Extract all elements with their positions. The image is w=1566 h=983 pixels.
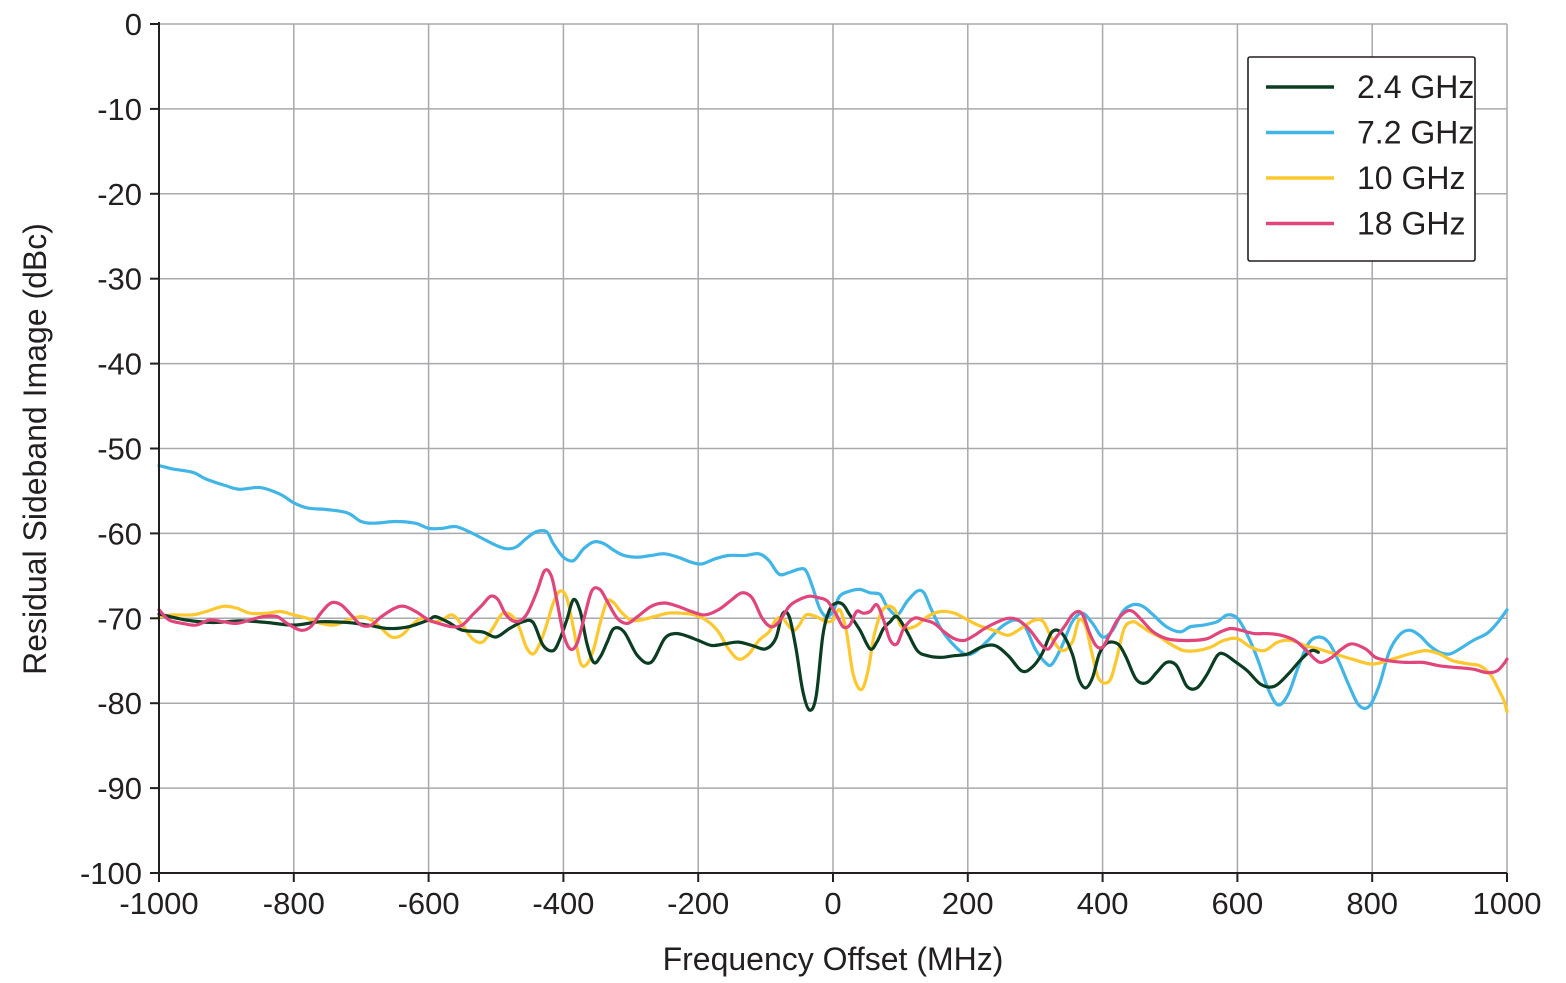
x-axis-title: Frequency Offset (MHz) <box>663 941 1004 977</box>
y-axis-title: Residual Sideband Image (dBc) <box>17 223 53 675</box>
y-tick-label: -10 <box>97 92 142 127</box>
legend-label: 7.2 GHz <box>1357 115 1474 151</box>
y-tick-label: -100 <box>80 856 142 891</box>
series-line-2-4-ghz <box>157 597 1320 712</box>
y-tick-label: -70 <box>97 601 142 636</box>
y-tick-label: -50 <box>97 432 142 467</box>
axes <box>150 22 1508 882</box>
legend-label: 10 GHz <box>1357 160 1465 196</box>
x-tick-label: -200 <box>667 886 729 921</box>
y-tick-label: -90 <box>97 771 142 806</box>
x-tick-label: -800 <box>263 886 325 921</box>
x-tick-label: 800 <box>1346 886 1398 921</box>
legend-box <box>1247 56 1476 262</box>
legend-items: 2.4 GHz 7.2 GHz 10 GHz 18 GHz <box>1266 69 1474 242</box>
legend: 2.4 GHz 7.2 GHz 10 GHz 18 GHz <box>1247 56 1476 262</box>
x-tick-label: 1000 <box>1473 886 1542 921</box>
x-tick-label: -400 <box>532 886 594 921</box>
y-tick-label: 0 <box>125 7 142 42</box>
y-tick-label: -80 <box>97 686 142 721</box>
y-tick-label: -20 <box>97 177 142 212</box>
tick-labels: -1000 -800 -600 -400 -200 0 200 400 600 800 1000 0 -… <box>80 7 1542 921</box>
legend-label: 18 GHz <box>1357 206 1465 242</box>
y-tick-label: -30 <box>97 262 142 297</box>
series-line-18-ghz <box>157 568 1509 675</box>
x-tick-label: 400 <box>1077 886 1129 921</box>
y-tick-label: -40 <box>97 347 142 382</box>
y-tick-label: -60 <box>97 516 142 551</box>
x-tick-label: 0 <box>824 886 841 921</box>
x-tick-label: 600 <box>1212 886 1264 921</box>
legend-label: 2.4 GHz <box>1357 69 1474 105</box>
plot-area <box>157 463 1509 714</box>
x-tick-label: -1000 <box>119 886 198 921</box>
x-tick-label: -600 <box>398 886 460 921</box>
x-tick-label: 200 <box>942 886 994 921</box>
